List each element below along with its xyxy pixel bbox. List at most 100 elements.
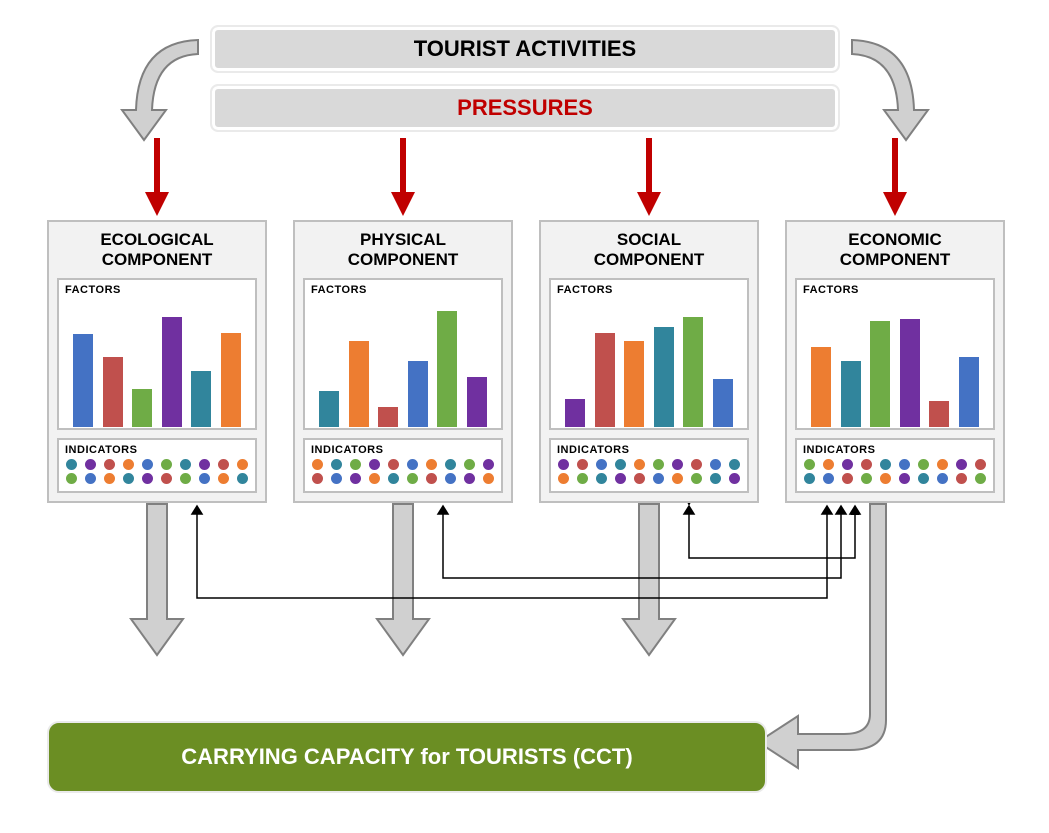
indicators-label: INDICATORS	[557, 444, 741, 456]
indicator-dot	[368, 458, 381, 471]
indicator-dot	[614, 472, 627, 485]
indicator-dot	[841, 472, 854, 485]
indicator-dot	[65, 472, 78, 485]
indicator-dot	[936, 472, 949, 485]
bar	[899, 318, 921, 428]
indicator-dot	[955, 472, 968, 485]
up-arrowhead-icon	[684, 506, 694, 514]
indicator-dot	[595, 472, 608, 485]
bar	[348, 340, 370, 428]
bar	[436, 310, 458, 428]
indicator-dot	[482, 472, 495, 485]
factors-box: FACTORS	[549, 278, 749, 430]
bar	[466, 376, 488, 428]
bar	[190, 370, 212, 428]
factors-box: FACTORS	[57, 278, 257, 430]
pressures-box: PRESSURES	[210, 84, 840, 132]
indicator-dot	[595, 458, 608, 471]
component-title: SOCIALCOMPONENT	[549, 230, 749, 270]
indicator-dot	[103, 472, 116, 485]
indicators-label: INDICATORS	[803, 444, 987, 456]
factors-label: FACTORS	[557, 284, 741, 296]
bar	[653, 326, 675, 428]
indicator-dot	[141, 458, 154, 471]
indicator-dot	[822, 472, 835, 485]
indicator-dot	[879, 472, 892, 485]
indicator-dot	[84, 458, 97, 471]
indicator-dot	[84, 472, 97, 485]
indicator-dot	[822, 458, 835, 471]
indicator-dot	[803, 458, 816, 471]
component-title: ECONOMICCOMPONENT	[795, 230, 995, 270]
indicator-dot	[728, 458, 741, 471]
factors-label: FACTORS	[65, 284, 249, 296]
indicator-dot	[444, 458, 457, 471]
component-2: SOCIALCOMPONENT FACTORS INDICATORS	[539, 220, 759, 503]
red-down-arrow-icon	[637, 138, 661, 216]
indicators-label: INDICATORS	[65, 444, 249, 456]
indicator-dot	[917, 458, 930, 471]
curved-arrow-right-icon	[852, 40, 928, 140]
up-arrowhead-icon	[836, 506, 846, 514]
indicators-box: INDICATORS	[57, 438, 257, 493]
indicators-box: INDICATORS	[795, 438, 995, 493]
indicator-dot	[122, 458, 135, 471]
factors-label: FACTORS	[311, 284, 495, 296]
indicator-dot	[936, 458, 949, 471]
factors-label: FACTORS	[803, 284, 987, 296]
indicator-dot	[330, 458, 343, 471]
indicator-dot	[444, 472, 457, 485]
component-1: PHYSICALCOMPONENT FACTORS INDICATORS	[293, 220, 513, 503]
indicator-dot	[349, 472, 362, 485]
indicator-dot	[557, 472, 570, 485]
indicator-dot	[141, 472, 154, 485]
bar	[161, 316, 183, 428]
indicator-dot	[179, 458, 192, 471]
indicator-dot	[709, 458, 722, 471]
indicator-dot	[236, 458, 249, 471]
indicator-dot	[974, 472, 987, 485]
bar	[220, 332, 242, 428]
indicator-dot	[728, 472, 741, 485]
component-0: ECOLOGICALCOMPONENTFACTORSINDICATORS	[47, 220, 267, 503]
indicator-dot	[217, 458, 230, 471]
bar	[958, 356, 980, 428]
indicator-dot	[160, 458, 173, 471]
bar	[72, 333, 94, 428]
gray-down-arrow-icon	[131, 504, 183, 655]
indicator-dot	[974, 458, 987, 471]
indicator-dot	[633, 458, 646, 471]
indicator-dot	[576, 472, 589, 485]
bar	[377, 406, 399, 428]
factors-box: FACTORS	[795, 278, 995, 430]
indicator-dot	[198, 472, 211, 485]
indicator-dot	[311, 458, 324, 471]
indicator-dot	[65, 458, 78, 471]
up-arrowhead-icon	[192, 506, 202, 514]
cct-box: CARRYING CAPACITY for TOURISTS (CCT)	[47, 721, 767, 793]
indicator-dot	[425, 458, 438, 471]
economic-to-cct-arrow-icon	[758, 504, 904, 768]
indicator-dot	[217, 472, 230, 485]
indicator-dot	[671, 472, 684, 485]
indicator-dot	[709, 472, 722, 485]
indicator-dot	[482, 458, 495, 471]
indicator-dot	[198, 458, 211, 471]
indicator-dot	[311, 472, 324, 485]
indicators-label: INDICATORS	[311, 444, 495, 456]
indicator-dot	[330, 472, 343, 485]
component-3: ECONOMICCOMPONENT FACTORS INDICATORS	[785, 220, 1005, 503]
indicator-dot	[955, 458, 968, 471]
indicator-dot	[463, 458, 476, 471]
curved-arrow-left-icon	[122, 40, 198, 140]
indicator-dot	[860, 458, 873, 471]
bar	[131, 388, 153, 428]
bar	[840, 360, 862, 428]
bar	[564, 398, 586, 428]
bar	[869, 320, 891, 428]
indicator-dot	[103, 458, 116, 471]
component-title: PHYSICALCOMPONENT	[303, 230, 503, 270]
tourist-activities-box: TOURIST ACTIVITIES	[210, 25, 840, 73]
bar	[928, 400, 950, 428]
indicator-dot	[671, 458, 684, 471]
